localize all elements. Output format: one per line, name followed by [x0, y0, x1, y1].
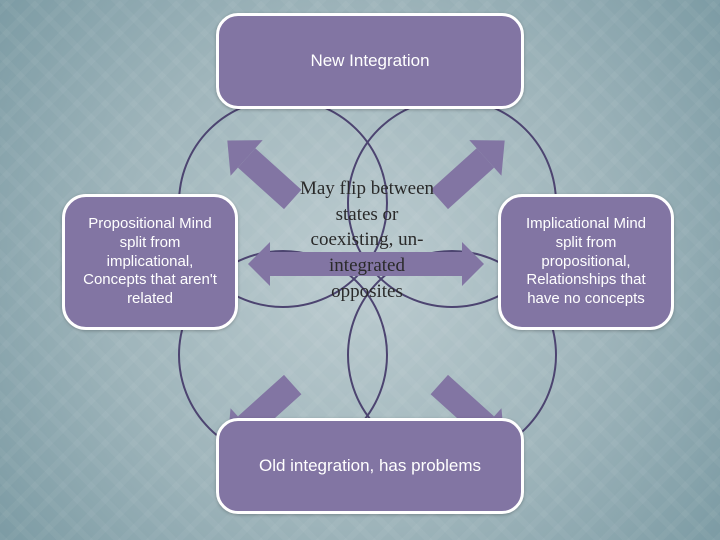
- box-old-integration-label: Old integration, has problems: [259, 455, 481, 476]
- center-caption-text: May flip between states or coexisting, u…: [300, 178, 434, 302]
- center-caption: May flip between states or coexisting, u…: [297, 176, 437, 346]
- box-new-integration: New Integration: [216, 13, 524, 109]
- box-implicational-mind: Implicational Mind split from propositio…: [498, 194, 674, 330]
- box-old-integration: Old integration, has problems: [216, 418, 524, 514]
- box-new-integration-label: New Integration: [310, 50, 429, 71]
- box-propositional-label: Propositional Mind split from implicatio…: [79, 215, 221, 309]
- box-implicational-label: Implicational Mind split from propositio…: [515, 215, 657, 309]
- box-propositional-mind: Propositional Mind split from implicatio…: [62, 194, 238, 330]
